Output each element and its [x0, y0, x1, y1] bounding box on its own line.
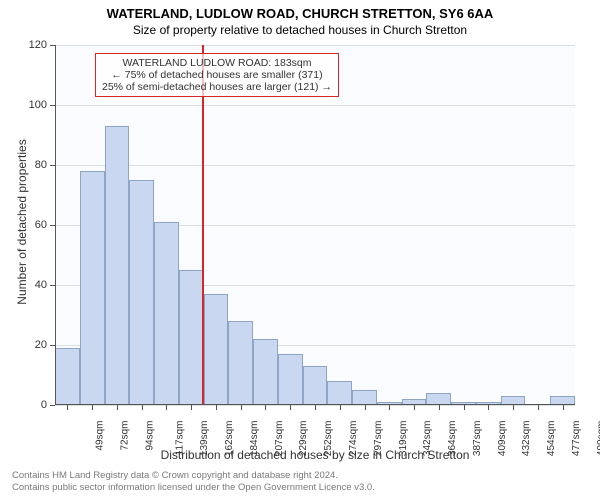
- y-tick: [50, 405, 55, 406]
- y-tick: [50, 165, 55, 166]
- y-tick-label: 120: [0, 39, 47, 51]
- x-tick: [365, 405, 366, 410]
- page-title: WATERLAND, LUDLOW ROAD, CHURCH STRETTON,…: [0, 0, 600, 21]
- y-tick-label: 60: [0, 219, 47, 231]
- x-tick: [241, 405, 242, 410]
- chart-plot-area: WATERLAND LUDLOW ROAD: 183sqm← 75% of de…: [55, 45, 575, 405]
- x-tick: [67, 405, 68, 410]
- x-tick: [464, 405, 465, 410]
- bar: [105, 126, 130, 405]
- gridline: [55, 45, 575, 46]
- x-tick-label: 499sqm: [596, 421, 600, 457]
- x-tick: [166, 405, 167, 410]
- x-tick: [389, 405, 390, 410]
- bar: [55, 348, 80, 405]
- annotation-line: 25% of semi-detached houses are larger (…: [102, 81, 332, 93]
- y-axis-line: [55, 45, 56, 405]
- x-tick: [488, 405, 489, 410]
- x-tick: [117, 405, 118, 410]
- x-tick: [315, 405, 316, 410]
- annotation-line: WATERLAND LUDLOW ROAD: 183sqm: [102, 57, 332, 69]
- x-tick: [265, 405, 266, 410]
- y-tick-label: 40: [0, 279, 47, 291]
- y-tick-label: 80: [0, 159, 47, 171]
- x-tick: [290, 405, 291, 410]
- x-tick: [216, 405, 217, 410]
- bar: [129, 180, 154, 405]
- y-tick: [50, 285, 55, 286]
- y-tick: [50, 45, 55, 46]
- reference-line: [202, 45, 204, 405]
- x-tick: [513, 405, 514, 410]
- bar: [80, 171, 105, 405]
- bar: [228, 321, 253, 405]
- y-tick: [50, 225, 55, 226]
- x-tick: [340, 405, 341, 410]
- bar: [253, 339, 278, 405]
- y-tick: [50, 105, 55, 106]
- x-tick: [439, 405, 440, 410]
- x-tick-label: 72sqm: [120, 421, 131, 451]
- x-tick: [538, 405, 539, 410]
- x-tick: [142, 405, 143, 410]
- x-tick: [414, 405, 415, 410]
- x-tick-label: 49sqm: [95, 421, 106, 451]
- bar: [327, 381, 352, 405]
- footer-text: Contains HM Land Registry data © Crown c…: [0, 470, 375, 495]
- x-axis-title: Distribution of detached houses by size …: [55, 448, 575, 462]
- bar: [179, 270, 204, 405]
- annotation-line: ← 75% of detached houses are smaller (37…: [102, 69, 332, 81]
- chart-annotation: WATERLAND LUDLOW ROAD: 183sqm← 75% of de…: [95, 53, 339, 97]
- x-tick-label: 94sqm: [144, 421, 155, 451]
- x-tick: [191, 405, 192, 410]
- page-subtitle: Size of property relative to detached ho…: [0, 21, 600, 37]
- gridline: [55, 105, 575, 106]
- y-tick-label: 0: [0, 399, 47, 411]
- footer-line2: Contains public sector information licen…: [12, 482, 375, 494]
- gridline: [55, 165, 575, 166]
- x-tick: [92, 405, 93, 410]
- y-tick: [50, 345, 55, 346]
- bar: [352, 390, 377, 405]
- x-tick: [563, 405, 564, 410]
- bar: [278, 354, 303, 405]
- y-tick-label: 20: [0, 339, 47, 351]
- bar: [204, 294, 229, 405]
- y-tick-label: 100: [0, 99, 47, 111]
- footer-line1: Contains HM Land Registry data © Crown c…: [12, 470, 375, 482]
- bar: [154, 222, 179, 405]
- bar: [303, 366, 328, 405]
